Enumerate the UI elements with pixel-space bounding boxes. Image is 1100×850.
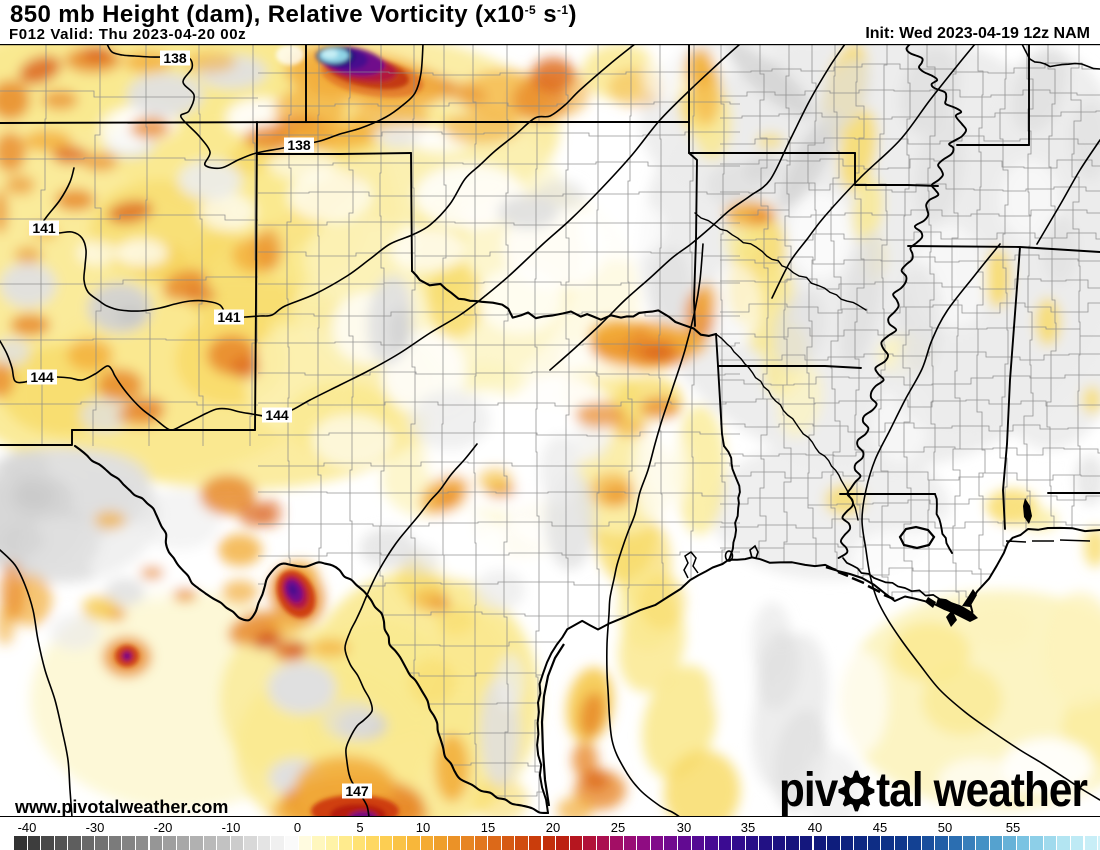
svg-text:141: 141: [217, 309, 241, 325]
svg-text:147: 147: [345, 783, 369, 799]
svg-text:144: 144: [265, 407, 289, 423]
svg-text:141: 141: [32, 220, 56, 236]
svg-text:138: 138: [287, 137, 311, 153]
svg-text:144: 144: [30, 369, 54, 385]
svg-text:138: 138: [163, 50, 187, 66]
